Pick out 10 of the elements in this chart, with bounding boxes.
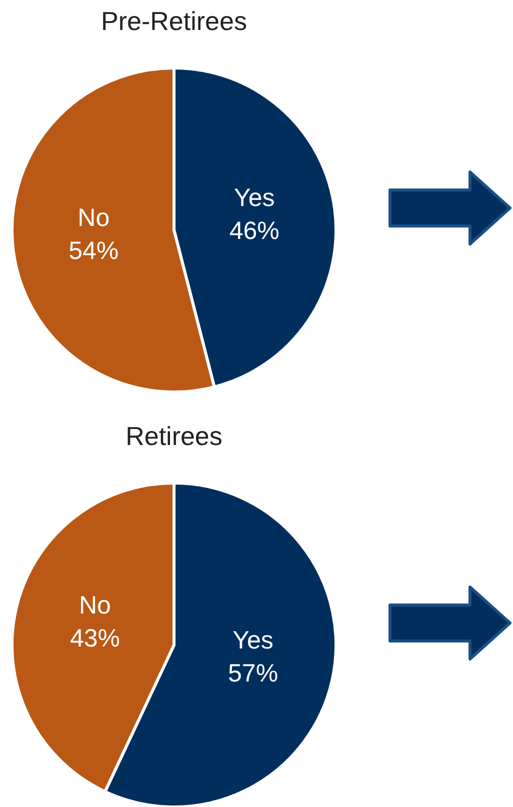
slice-label: Yes xyxy=(232,626,274,655)
data-label: 43% xyxy=(70,624,120,652)
slice-label: Yes xyxy=(234,184,275,212)
slice-label: No xyxy=(78,204,110,232)
data-label: 54% xyxy=(68,237,119,266)
chart-title: Retirees xyxy=(126,421,222,451)
slice-label: No xyxy=(78,591,111,620)
data-label: 46% xyxy=(229,216,280,245)
chart-title: Pre-Retirees xyxy=(101,6,247,36)
data-label: 57% xyxy=(228,660,278,688)
